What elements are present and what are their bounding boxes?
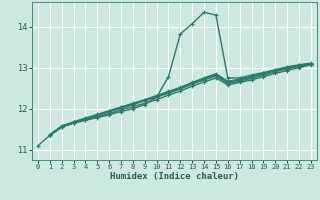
X-axis label: Humidex (Indice chaleur): Humidex (Indice chaleur)	[110, 172, 239, 181]
